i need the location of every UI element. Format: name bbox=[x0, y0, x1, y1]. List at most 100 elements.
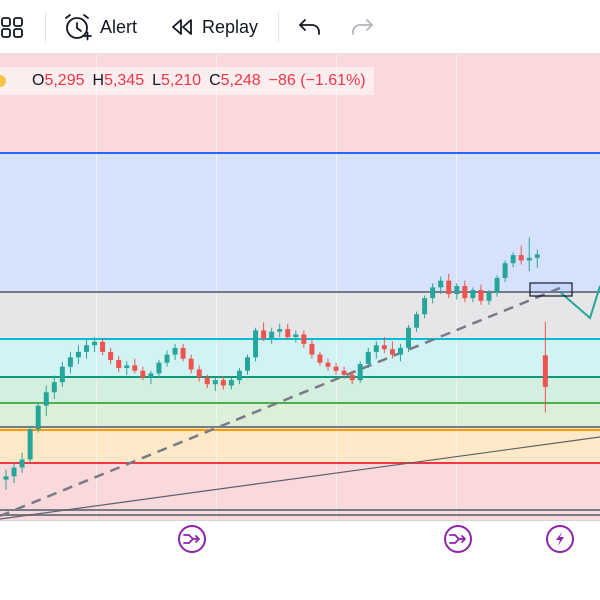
candle-body bbox=[156, 362, 162, 374]
candle-body bbox=[51, 382, 57, 393]
fib-level-line[interactable] bbox=[0, 376, 600, 378]
candle-body bbox=[285, 329, 291, 338]
undo-button[interactable] bbox=[298, 9, 322, 45]
series-status-icon bbox=[0, 75, 6, 87]
candle-body bbox=[59, 366, 65, 383]
open-key: O bbox=[32, 72, 45, 89]
redo-button[interactable] bbox=[350, 9, 374, 45]
split-arrow-event-icon[interactable] bbox=[444, 525, 472, 553]
candle-body bbox=[196, 369, 202, 378]
candle-body bbox=[510, 255, 516, 264]
alert-label: Alert bbox=[100, 16, 138, 37]
undo-arrow-icon bbox=[298, 17, 322, 37]
redo-arrow-icon bbox=[350, 17, 374, 37]
fib-level-line[interactable] bbox=[0, 402, 600, 404]
candle-body bbox=[269, 331, 275, 339]
candle-body bbox=[381, 345, 387, 350]
candle-body bbox=[470, 290, 476, 299]
low-value: 5,210 bbox=[161, 72, 202, 89]
candle-body bbox=[140, 370, 146, 378]
fib-level-line[interactable] bbox=[0, 509, 600, 511]
candle-body bbox=[494, 277, 500, 293]
candle-body bbox=[438, 280, 444, 288]
candle-body bbox=[325, 362, 331, 367]
candle-body bbox=[220, 380, 226, 386]
candle-body bbox=[27, 429, 33, 460]
close-value: 5,248 bbox=[220, 72, 261, 89]
candle-body bbox=[180, 347, 186, 359]
candle-body bbox=[365, 351, 371, 365]
ohlc-legend: O 5,295 H 5,345 L 5,210 C 5,248 −86 (−1.61%) bbox=[0, 67, 374, 95]
candle-body bbox=[3, 476, 9, 480]
selection-box[interactable] bbox=[529, 282, 573, 297]
high-value: 5,345 bbox=[104, 72, 145, 89]
top-toolbar: Alert Replay bbox=[0, 0, 600, 54]
fib-zone-cyan bbox=[0, 338, 600, 377]
dashed-trend-line[interactable] bbox=[0, 286, 561, 518]
grid-line bbox=[96, 54, 97, 520]
grid-line bbox=[216, 54, 217, 520]
candle-body bbox=[67, 357, 73, 367]
candle-body bbox=[534, 254, 540, 258]
candle-body bbox=[462, 286, 468, 299]
fib-level-line[interactable] bbox=[0, 338, 600, 340]
fib-level-line[interactable] bbox=[0, 514, 600, 516]
fib-zone-green bbox=[0, 403, 600, 427]
candle-body bbox=[518, 255, 524, 261]
alert-button[interactable]: Alert bbox=[62, 9, 137, 45]
candle-body bbox=[236, 370, 242, 381]
fib-level-line[interactable] bbox=[0, 152, 600, 154]
candle-body bbox=[172, 347, 178, 355]
fib-level-line[interactable] bbox=[0, 291, 600, 293]
split-arrow-event-icon[interactable] bbox=[178, 525, 206, 553]
candle-body bbox=[277, 329, 283, 332]
chart-pane[interactable]: O 5,295 H 5,345 L 5,210 C 5,248 −86 (−1.61%) bbox=[0, 54, 600, 520]
candle-body bbox=[108, 351, 114, 360]
high-key: H bbox=[92, 72, 105, 89]
candle-body bbox=[204, 377, 210, 385]
fib-level-line[interactable] bbox=[0, 429, 600, 431]
fib-zone-grey bbox=[0, 291, 600, 338]
candle-body bbox=[357, 364, 363, 381]
fib-level-line[interactable] bbox=[0, 426, 600, 428]
fib-zone-teal bbox=[0, 377, 600, 403]
replay-button[interactable]: Replay bbox=[170, 9, 258, 45]
candle-body bbox=[446, 280, 452, 295]
candle-body bbox=[309, 343, 315, 355]
toolbar-separator bbox=[45, 12, 46, 42]
fib-zone-orange bbox=[0, 427, 600, 463]
candle-body bbox=[301, 334, 307, 344]
candle-group bbox=[3, 237, 548, 490]
replay-label: Replay bbox=[202, 16, 259, 37]
candle-body bbox=[430, 287, 436, 299]
fib-zone-blue bbox=[0, 153, 600, 291]
candle-body bbox=[502, 263, 508, 278]
candle-body bbox=[317, 354, 323, 363]
candle-body bbox=[542, 355, 548, 387]
candle-body bbox=[478, 290, 484, 301]
candle-body bbox=[84, 345, 89, 352]
candlestick-series[interactable] bbox=[0, 54, 600, 520]
lightning-event-icon[interactable] bbox=[546, 525, 574, 553]
candle-body bbox=[19, 459, 25, 468]
candle-body bbox=[116, 359, 122, 369]
candle-body bbox=[333, 366, 339, 371]
fib-level-line[interactable] bbox=[0, 462, 600, 464]
low-key: L bbox=[152, 72, 162, 89]
candle-body bbox=[212, 380, 218, 385]
candle-body bbox=[100, 341, 106, 352]
time-axis[interactable] bbox=[0, 520, 600, 556]
candle-body bbox=[414, 314, 420, 328]
candle-body bbox=[293, 334, 299, 338]
candle-body bbox=[188, 358, 194, 370]
rewind-icon bbox=[170, 17, 194, 37]
candle-body bbox=[228, 380, 234, 386]
close-key: C bbox=[209, 72, 221, 89]
candle-body bbox=[454, 286, 460, 295]
projection-path[interactable] bbox=[559, 285, 600, 320]
layout-button[interactable] bbox=[0, 9, 26, 45]
bottom-panel bbox=[0, 556, 600, 600]
trend-line[interactable] bbox=[0, 436, 600, 520]
change-value: −86 (−1.61%) bbox=[268, 72, 366, 89]
grid-line bbox=[336, 54, 337, 520]
